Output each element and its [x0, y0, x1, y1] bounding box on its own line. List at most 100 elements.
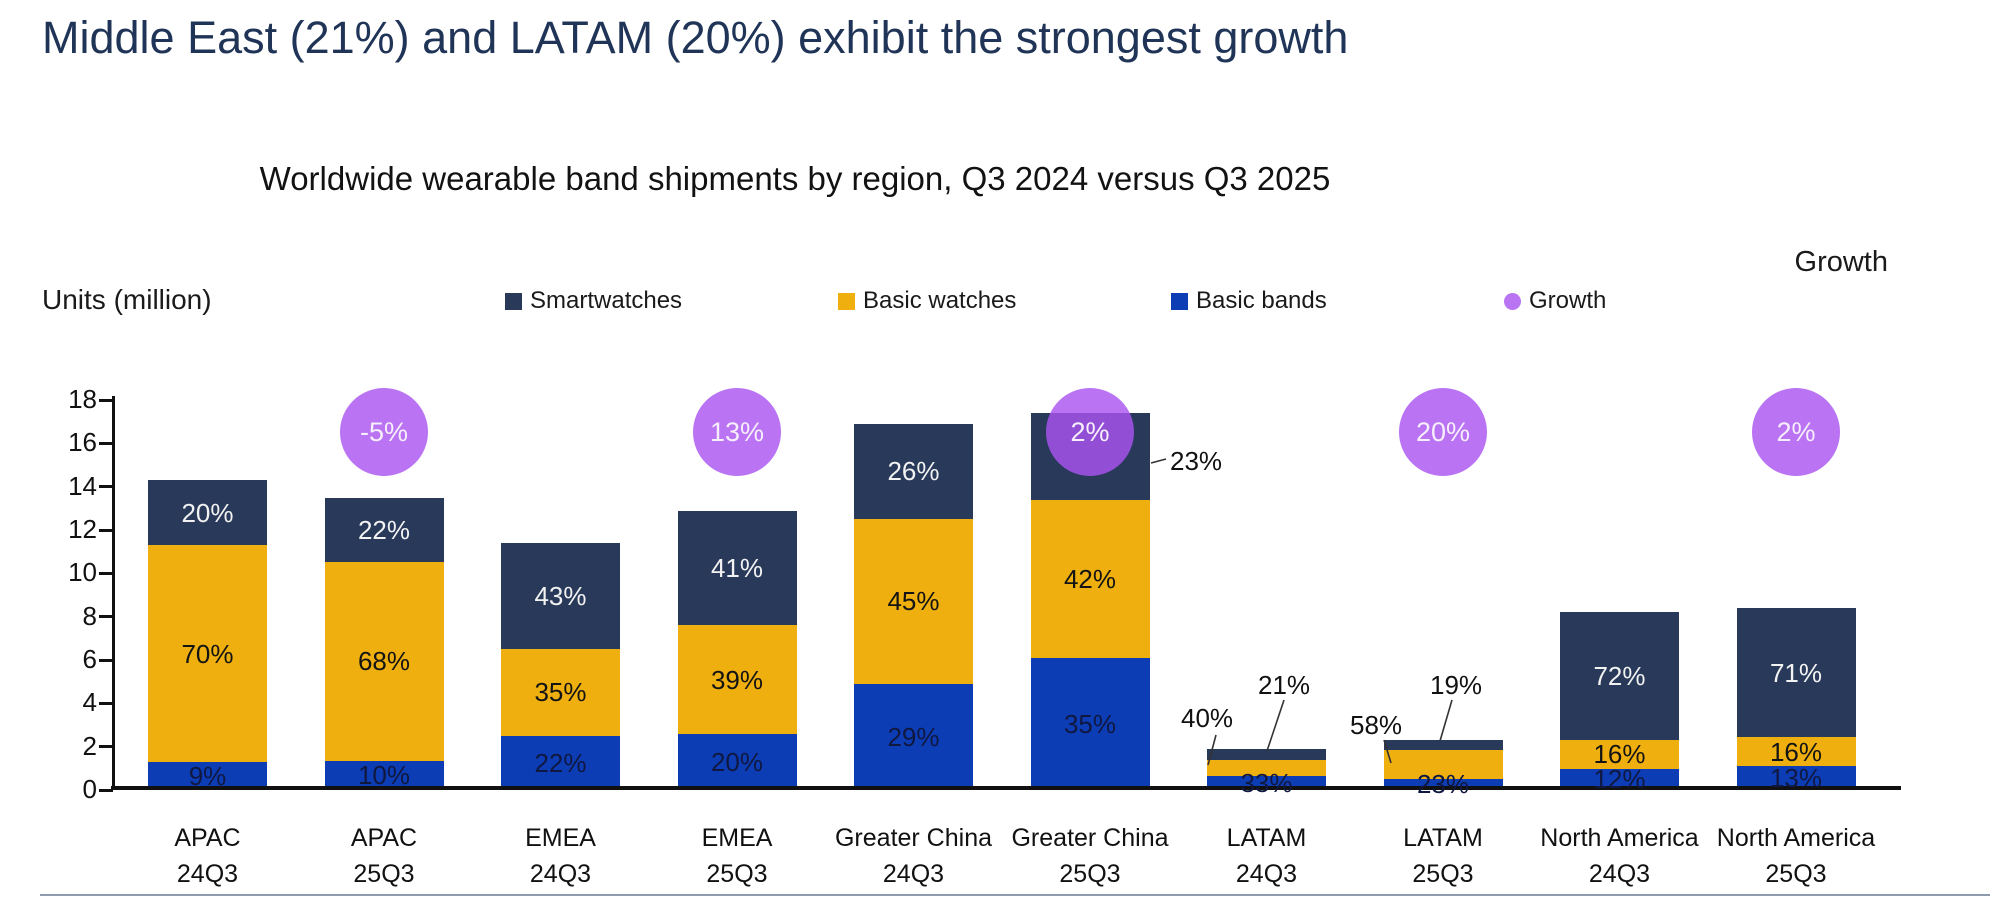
bar-segment-label: 70%	[181, 638, 234, 669]
bar-segment-label: 9%	[188, 761, 227, 792]
legend-item-basic-bands: Basic bands	[1171, 287, 1327, 315]
bar-segment-label: 45%	[887, 586, 940, 617]
callout-value-label: 40%	[1181, 703, 1234, 733]
legend-label: Smartwatches	[530, 287, 683, 314]
bar-segment-label: 13%	[1769, 763, 1823, 794]
bar-segment-smartwatches	[1207, 748, 1326, 760]
y-tick-mark	[99, 745, 113, 749]
x-category-label-line: Greater China	[834, 824, 993, 852]
y-tick-mark	[99, 788, 113, 792]
y-tick-mark	[99, 615, 113, 619]
y-tick-label-2: 2	[82, 730, 97, 761]
x-category-label: Greater China 24Q3	[819, 820, 1009, 892]
growth-badge: 2%	[1046, 388, 1134, 476]
legend-item-basic-watches: Basic watches	[838, 287, 1016, 315]
bar-segment-basic-watches	[854, 519, 973, 684]
y-tick-label-16: 16	[68, 427, 97, 458]
y-tick-label-8: 8	[82, 600, 97, 631]
legend-marker-basic-watches-square-icon	[838, 292, 855, 310]
callout-value-label: 23%	[1170, 446, 1223, 476]
x-category-label-line: LATAM	[1403, 824, 1483, 852]
y-tick-label-0: 0	[82, 774, 97, 804]
bar-segment-basic-bands	[1030, 658, 1150, 790]
y-tick-label-10: 10	[68, 557, 97, 588]
growth-axis-label: Growth	[1794, 246, 1888, 278]
bar-segment-basic-bands	[1383, 778, 1503, 790]
x-category-label: EMEA 24Q3	[466, 820, 656, 892]
legend-item-growth: Growth	[1504, 287, 1606, 315]
legend-marker-smartwatches-square-icon	[505, 292, 522, 310]
x-category-label-line: 24Q3	[882, 860, 945, 888]
y-tick-mark	[99, 658, 113, 662]
x-category-label-line: 25Q3	[1059, 860, 1121, 888]
growth-badge: -5%	[340, 388, 428, 476]
x-category-label-line: North America	[1716, 824, 1876, 852]
x-category-label-line: LATAM	[1226, 824, 1307, 852]
x-category-label-line: APAC	[350, 824, 418, 852]
bar-segment-label: 12%	[1593, 764, 1646, 795]
bar-segment-basic-watches	[1030, 499, 1150, 659]
bar-segment-basic-watches	[1207, 759, 1326, 777]
x-category-label-line: 24Q3	[176, 860, 239, 888]
x-category-label-line: 24Q3	[529, 860, 592, 888]
bar-segment-label: 26%	[887, 456, 940, 487]
growth-badge: 20%	[1399, 388, 1487, 476]
x-category-label-line: 25Q3	[706, 860, 768, 888]
x-category-label: LATAM 24Q3	[1172, 820, 1362, 892]
x-category-label-line: EMEA	[525, 824, 596, 852]
x-category-label: APAC 25Q3	[289, 820, 479, 892]
bar-segment-basic-bands	[854, 683, 973, 790]
legend-marker-basic-bands-square-icon	[1171, 292, 1188, 310]
x-category-label-line: 24Q3	[1235, 860, 1298, 888]
callout-line	[1150, 458, 1167, 464]
callout-line	[1266, 699, 1285, 752]
callout-value-label: 19%	[1430, 670, 1483, 700]
bar-segment-basic-watches	[1736, 737, 1856, 767]
x-category-label: North America 24Q3	[1525, 820, 1715, 892]
x-category-label: Greater China 25Q3	[995, 820, 1185, 892]
bar-segment-label: 42%	[1063, 563, 1117, 594]
y-tick-mark	[99, 528, 113, 532]
bar-segment-label: 71%	[1769, 657, 1823, 688]
growth-badge: 13%	[693, 388, 781, 476]
bar-segment-basic-watches	[1560, 740, 1679, 769]
bar-segment-label: 41%	[710, 552, 764, 583]
page-title: Middle East (21%) and LATAM (20%) exhibi…	[42, 12, 1349, 63]
footer-divider	[40, 894, 1990, 896]
bar-segment-smartwatches	[148, 480, 267, 546]
bar-segment-basic-bands	[1560, 768, 1679, 790]
bar-segment-label: 22%	[357, 514, 411, 545]
y-tick-mark	[99, 441, 113, 445]
y-tick-mark	[99, 571, 113, 575]
bar-segment-label: 29%	[887, 721, 940, 752]
y-tick-mark	[99, 701, 113, 705]
x-category-label-line: 25Q3	[1765, 860, 1827, 888]
x-axis-line	[111, 786, 1901, 790]
x-category-label-line: Greater China	[1011, 824, 1169, 852]
x-category-label-line: APAC	[174, 824, 241, 852]
legend-label: Basic watches	[863, 287, 1017, 314]
legend-marker-growth-circle-icon	[1504, 292, 1521, 310]
bar-segment-basic-watches	[148, 545, 267, 763]
x-category-label: LATAM 25Q3	[1348, 820, 1538, 892]
y-tick-label-6: 6	[82, 644, 97, 674]
bar-segment-label: 39%	[710, 664, 764, 695]
bar-segment-basic-bands	[148, 762, 267, 790]
bar-segment-basic-watches	[501, 649, 620, 736]
y-tick-label-4: 4	[82, 687, 97, 718]
bar-segment-label: 35%	[534, 677, 587, 708]
legend-label: Basic bands	[1196, 287, 1327, 314]
bar-segment-basic-bands	[501, 735, 620, 790]
y-axis-line	[112, 396, 115, 790]
bar-segment-label: 20%	[710, 747, 764, 778]
bar-segment-basic-bands	[677, 734, 797, 790]
bar-segment-label: 20%	[181, 497, 234, 528]
bar-segment-basic-bands	[324, 760, 444, 790]
y-tick-label-12: 12	[68, 514, 97, 544]
bar-segment-basic-watches	[324, 561, 444, 761]
y-tick-mark	[99, 485, 113, 489]
bar-segment-label: 68%	[357, 646, 411, 677]
x-category-label-line: 24Q3	[1588, 860, 1651, 888]
x-category-label-line: 25Q3	[1412, 860, 1474, 888]
